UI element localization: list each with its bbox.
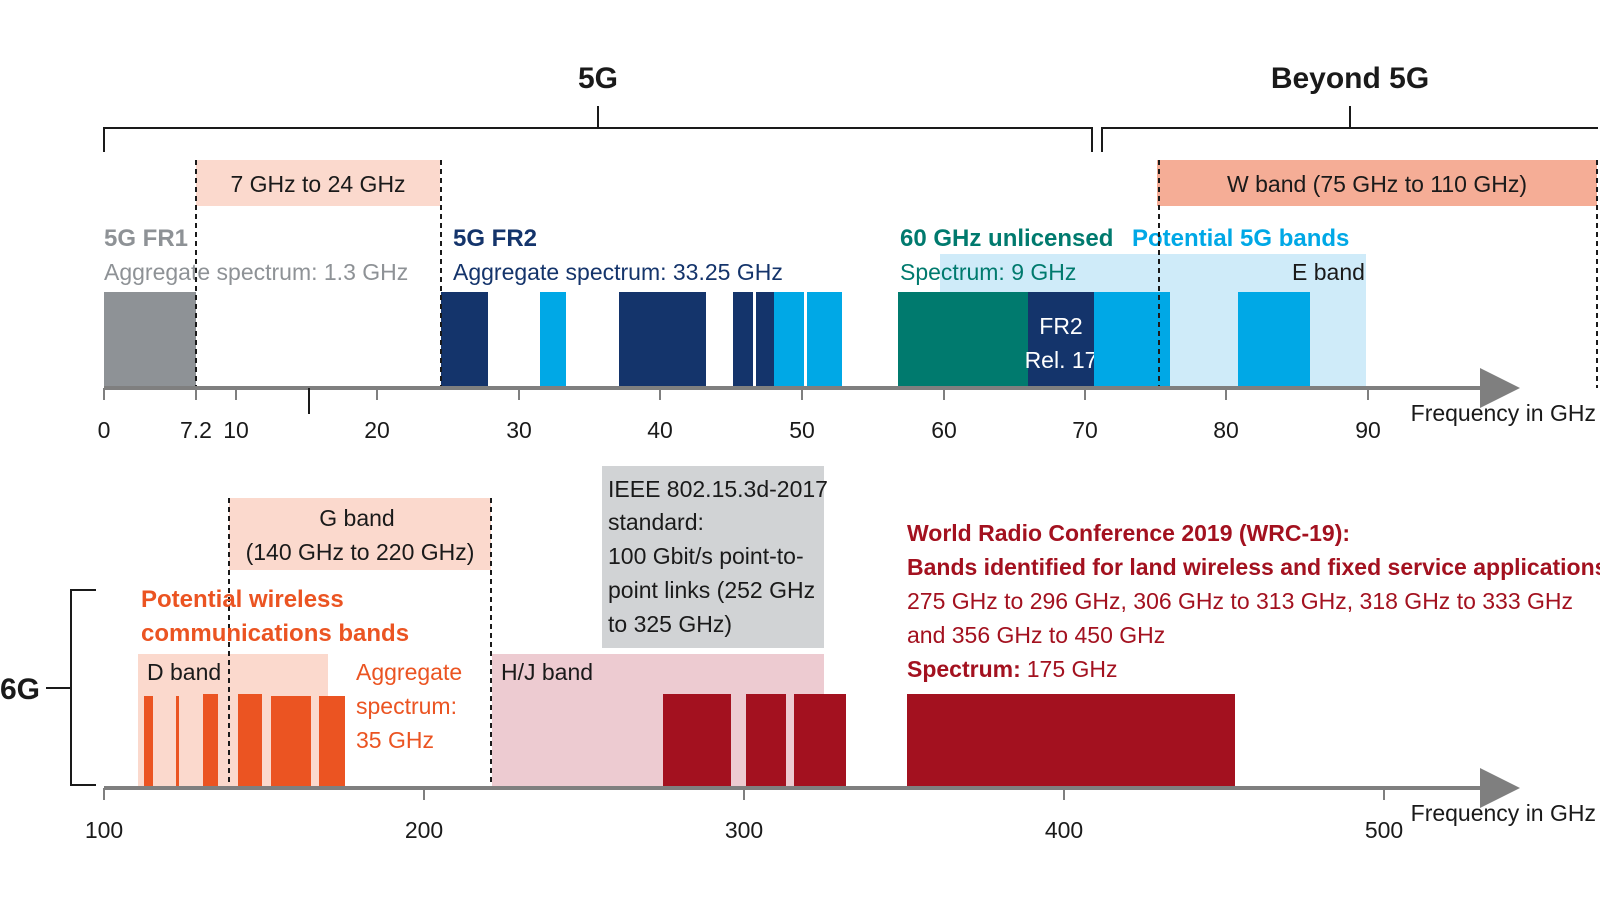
- ieee-text-line: point links (252 GHz: [608, 577, 815, 603]
- fr2-bar: [441, 292, 488, 386]
- wrc-spectrum-value: 175 GHz: [1027, 656, 1118, 682]
- g-band-label-line1: G band: [319, 505, 394, 531]
- ieee-text-line: standard:: [608, 509, 704, 535]
- aggregate-line2: spectrum:: [356, 693, 457, 719]
- wrc-spectrum-label: Spectrum:: [907, 656, 1021, 682]
- d-band-label: D band: [147, 659, 221, 685]
- axis-bottom-tick-label: 200: [405, 817, 443, 843]
- fr1-title: 5G FR1: [104, 225, 188, 252]
- g-band-bar: [238, 694, 262, 786]
- header-6g: 6G: [0, 673, 40, 706]
- d-band-bar: [176, 696, 179, 786]
- fr2-bar: [756, 292, 774, 386]
- unlicensed-title: 60 GHz unlicensed: [900, 225, 1113, 252]
- unlicensed-spectrum: Spectrum: 9 GHz: [900, 259, 1076, 285]
- fr2-bar: [807, 292, 842, 386]
- axis-top-tick-label: 80: [1213, 417, 1239, 443]
- g-band-box: [229, 498, 491, 570]
- fr2-title: 5G FR2: [453, 225, 537, 252]
- axis-bottom-tick-label: 300: [725, 817, 763, 843]
- fr2-bar: [540, 292, 566, 386]
- fr2-rel17-bar: [1028, 292, 1094, 386]
- ieee-text-line: to 325 GHz): [608, 611, 732, 637]
- potential-5g-bar: [1094, 292, 1170, 386]
- potential-5g-title: Potential 5G bands: [1132, 225, 1349, 252]
- axis-top-tick-label: 7.2: [180, 417, 212, 443]
- axis-bottom-tick-label: 500: [1365, 817, 1403, 843]
- potential-wireless-line2: communications bands: [141, 620, 409, 647]
- aggregate-line3: 35 GHz: [356, 727, 434, 753]
- wrc-band-bar: [746, 694, 786, 786]
- axis-top-ticks: [103, 388, 1369, 400]
- wrc-spectrum: Spectrum: 175 GHz: [907, 656, 1118, 682]
- ieee-text-line: IEEE 802.15.3d-2017: [608, 476, 828, 502]
- fr1-spectrum: Aggregate spectrum: 1.3 GHz: [104, 259, 408, 285]
- axis-top-tick-label: 20: [364, 417, 390, 443]
- fr2-rel17-label-line1: FR2: [1039, 313, 1082, 339]
- axis-top-tick-label: 40: [647, 417, 673, 443]
- hj-band-label: H/J band: [501, 659, 593, 685]
- wrc-band-bar: [663, 694, 731, 786]
- band-7-24-label: 7 GHz to 24 GHz: [230, 171, 405, 197]
- bracket-5g: [103, 106, 1093, 152]
- axis-bottom-ticks: [103, 788, 1385, 800]
- axis-bottom-tick-label: 100: [85, 817, 123, 843]
- g-band-bar: [319, 696, 345, 786]
- g-band-label-line2: (140 GHz to 220 GHz): [246, 539, 475, 565]
- axis-top-tick-label: 60: [931, 417, 957, 443]
- wrc-subtitle: Bands identified for land wireless and f…: [907, 554, 1600, 580]
- fr2-bar: [619, 292, 706, 386]
- w-band-label: W band (75 GHz to 110 GHz): [1227, 171, 1527, 197]
- fr2-bar: [733, 292, 753, 386]
- axis-bottom-label: Frequency in GHz: [1411, 800, 1596, 826]
- e-band-bar: [1238, 292, 1310, 386]
- axis-top-tick-label: 0: [98, 417, 111, 443]
- header-beyond-5g: Beyond 5G: [1271, 62, 1429, 95]
- fr1-bar: [104, 292, 196, 386]
- wrc-bands-line2: and 356 GHz to 450 GHz: [907, 622, 1165, 648]
- aggregate-line1: Aggregate: [356, 659, 462, 685]
- axis-top-label: Frequency in GHz: [1411, 400, 1596, 426]
- w-band-box: [1157, 160, 1597, 206]
- header-5g: 5G: [578, 62, 618, 95]
- wrc-band-bar: [794, 694, 846, 786]
- axis-bottom-tick-label: 400: [1045, 817, 1083, 843]
- g-band-bar: [271, 696, 311, 786]
- wrc-title: World Radio Conference 2019 (WRC-19):: [907, 520, 1350, 546]
- d-band-bar: [144, 696, 153, 786]
- band-7-24-box: [196, 160, 440, 206]
- bracket-beyond-5g: [1101, 106, 1598, 152]
- ieee-text-line: 100 Gbit/s point-to-: [608, 543, 804, 569]
- fr2-spectrum: Aggregate spectrum: 33.25 GHz: [453, 259, 783, 285]
- e-band-label: E band: [1292, 259, 1365, 285]
- axis-top-tick-label: 30: [506, 417, 532, 443]
- ieee-standard-box: [602, 466, 824, 648]
- fr2-rel17-label-line2: Rel. 17: [1025, 347, 1098, 373]
- unlicensed-60ghz-bar: [898, 292, 1028, 386]
- d-band-bar: [203, 694, 218, 786]
- axis-top-tick-label: 50: [789, 417, 815, 443]
- axis-top-tick-label: 90: [1355, 417, 1381, 443]
- axis-top-tick-label: 70: [1072, 417, 1098, 443]
- fr2-bar: [774, 292, 804, 386]
- wrc-band-bar: [907, 694, 1235, 786]
- wrc-bands-line1: 275 GHz to 296 GHz, 306 GHz to 313 GHz, …: [907, 588, 1573, 614]
- potential-wireless-line1: Potential wireless: [141, 586, 344, 613]
- bracket-6g: [46, 589, 96, 786]
- axis-top-tick-label: 10: [223, 417, 249, 443]
